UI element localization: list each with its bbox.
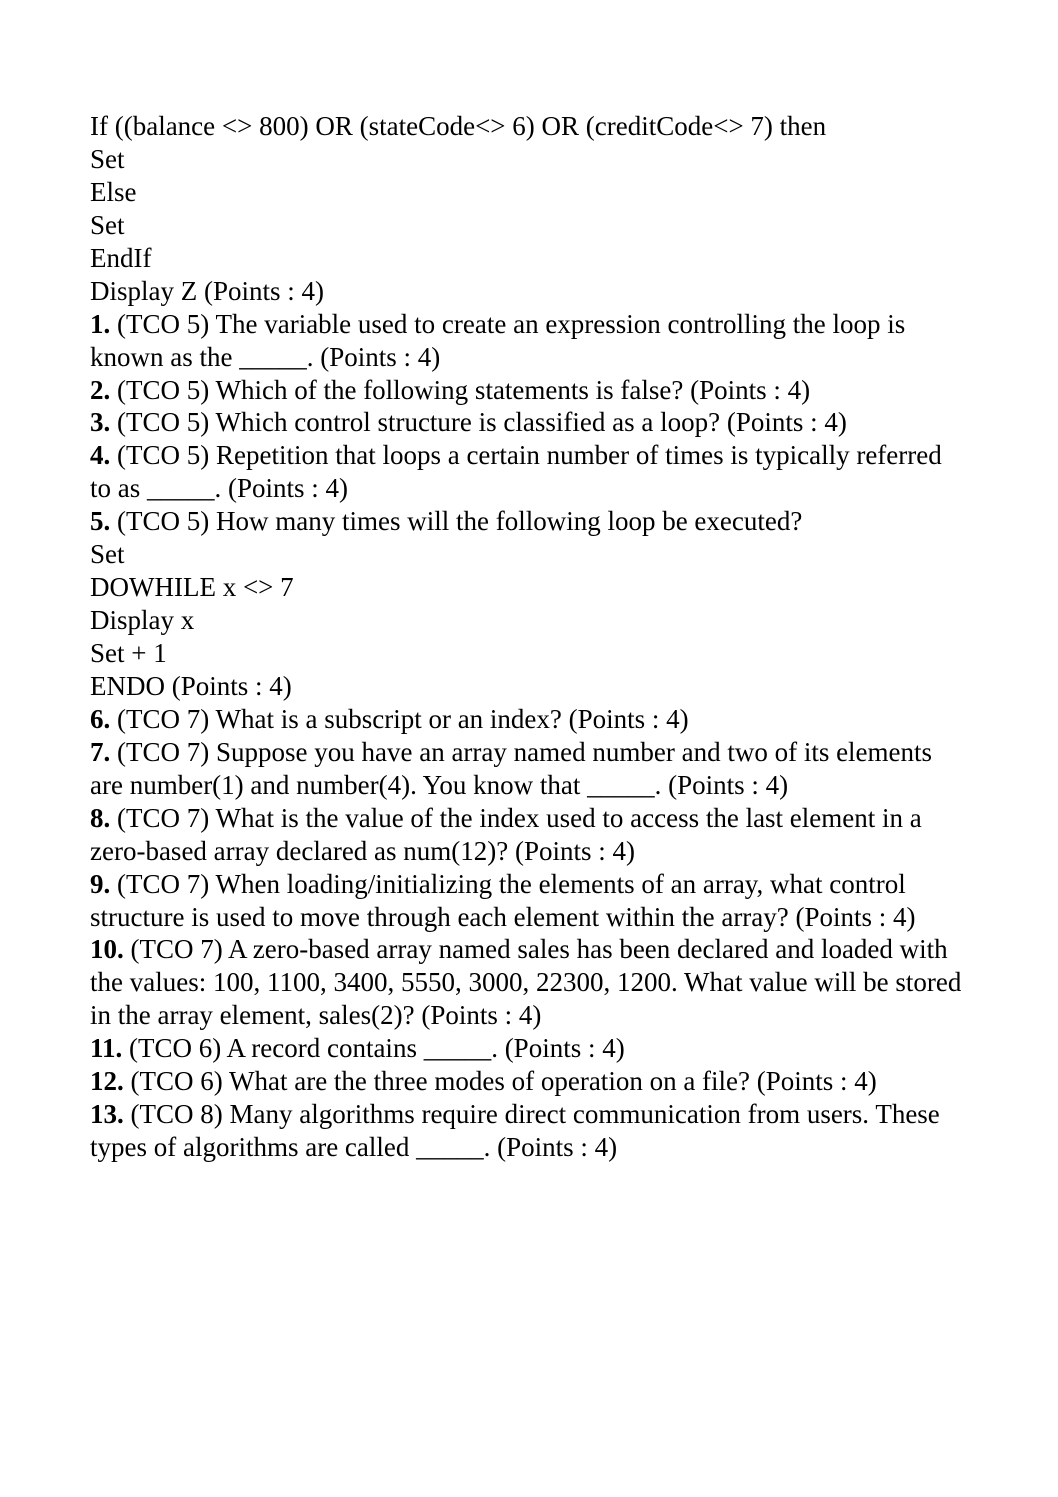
code-line: Set xyxy=(90,143,968,176)
question-1: 1. (TCO 5) The variable used to create a… xyxy=(90,308,968,374)
question-number: 9. xyxy=(90,869,110,899)
question-text: (TCO 5) Which control structure is class… xyxy=(110,407,847,437)
question-number: 6. xyxy=(90,704,110,734)
question-text: (TCO 8) Many algorithms require direct c… xyxy=(90,1099,940,1162)
question-number: 4. xyxy=(90,440,110,470)
question-13: 13. (TCO 8) Many algorithms require dire… xyxy=(90,1098,968,1164)
code-line: If ((balance <> 800) OR (stateCode<> 6) … xyxy=(90,110,968,143)
question-text: (TCO 7) Suppose you have an array named … xyxy=(90,737,932,800)
code-line: ENDO (Points : 4) xyxy=(90,670,968,703)
question-10: 10. (TCO 7) A zero-based array named sal… xyxy=(90,933,968,1032)
code-line: DOWHILE x <> 7 xyxy=(90,571,968,604)
question-number: 8. xyxy=(90,803,110,833)
question-4: 4. (TCO 5) Repetition that loops a certa… xyxy=(90,439,968,505)
question-text: (TCO 5) How many times will the followin… xyxy=(110,506,802,536)
document-page: If ((balance <> 800) OR (stateCode<> 6) … xyxy=(0,0,1058,1274)
question-9: 9. (TCO 7) When loading/initializing the… xyxy=(90,868,968,934)
question-number: 5. xyxy=(90,506,110,536)
code-line: Else xyxy=(90,176,968,209)
question-5: 5. (TCO 5) How many times will the follo… xyxy=(90,505,968,538)
question-12: 12. (TCO 6) What are the three modes of … xyxy=(90,1065,968,1098)
question-number: 1. xyxy=(90,309,110,339)
question-number: 13. xyxy=(90,1099,124,1129)
question-text: (TCO 6) A record contains _____. (Points… xyxy=(122,1033,624,1063)
question-text: (TCO 5) Repetition that loops a certain … xyxy=(90,440,942,503)
code-line: Display x xyxy=(90,604,968,637)
question-7: 7. (TCO 7) Suppose you have an array nam… xyxy=(90,736,968,802)
question-number: 12. xyxy=(90,1066,124,1096)
code-line: Set xyxy=(90,209,968,242)
question-11: 11. (TCO 6) A record contains _____. (Po… xyxy=(90,1032,968,1065)
question-text: (TCO 7) What is the value of the index u… xyxy=(90,803,922,866)
code-line: Set + 1 xyxy=(90,637,968,670)
question-text: (TCO 6) What are the three modes of oper… xyxy=(124,1066,877,1096)
question-number: 2. xyxy=(90,375,110,405)
question-8: 8. (TCO 7) What is the value of the inde… xyxy=(90,802,968,868)
code-line: EndIf xyxy=(90,242,968,275)
question-2: 2. (TCO 5) Which of the following statem… xyxy=(90,374,968,407)
question-number: 10. xyxy=(90,934,124,964)
question-number: 7. xyxy=(90,737,110,767)
question-text: (TCO 7) When loading/initializing the el… xyxy=(90,869,916,932)
question-text: (TCO 5) Which of the following statement… xyxy=(110,375,810,405)
code-line: Display Z (Points : 4) xyxy=(90,275,968,308)
question-3: 3. (TCO 5) Which control structure is cl… xyxy=(90,406,968,439)
question-text: (TCO 7) A zero-based array named sales h… xyxy=(90,934,961,1030)
code-line: Set xyxy=(90,538,968,571)
question-text: (TCO 7) What is a subscript or an index?… xyxy=(110,704,688,734)
question-number: 11. xyxy=(90,1033,122,1063)
question-6: 6. (TCO 7) What is a subscript or an ind… xyxy=(90,703,968,736)
question-number: 3. xyxy=(90,407,110,437)
question-text: (TCO 5) The variable used to create an e… xyxy=(90,309,905,372)
